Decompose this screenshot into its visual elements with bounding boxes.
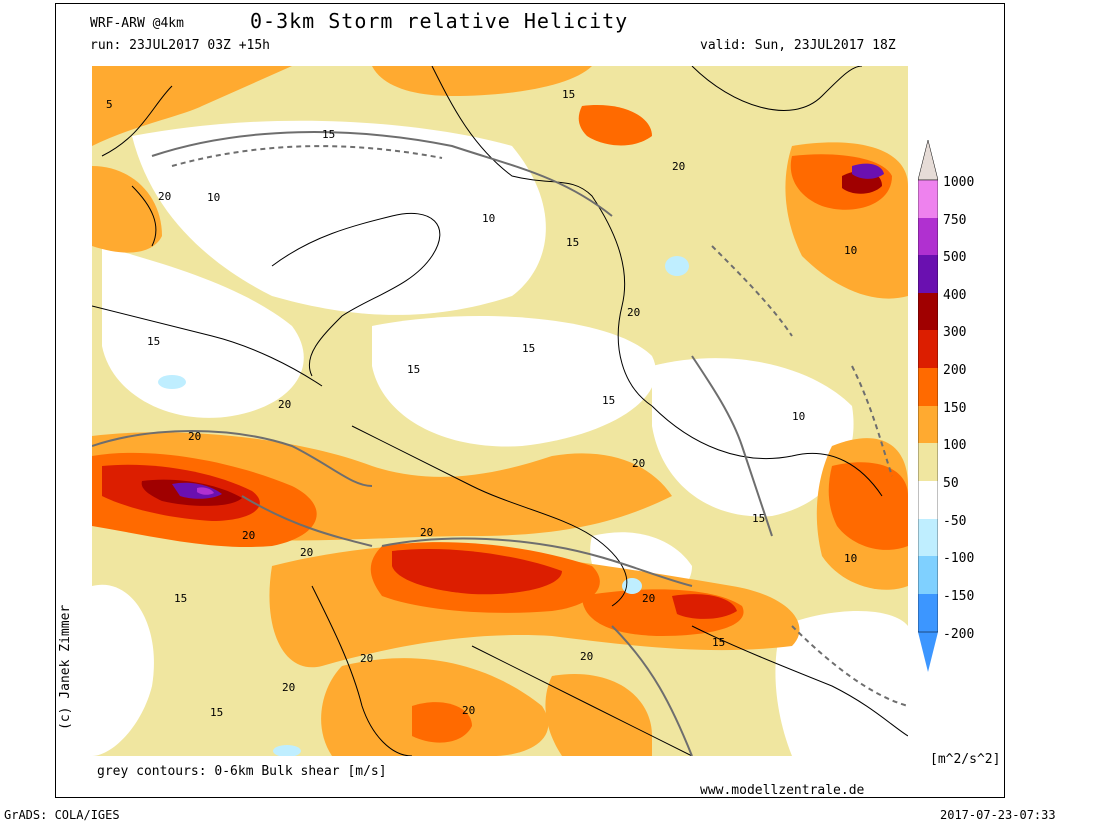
contour-label: 15 bbox=[566, 236, 579, 249]
contour-label: 5 bbox=[106, 98, 113, 111]
model-label: WRF-ARW @4km bbox=[90, 16, 184, 31]
figure-frame bbox=[55, 3, 1005, 798]
colorbar-label: 150 bbox=[943, 401, 967, 416]
colorbar-label: -150 bbox=[943, 589, 975, 604]
contour-label: 15 bbox=[174, 592, 187, 605]
run-info: run: 23JUL2017 03Z +15h bbox=[90, 38, 271, 53]
contour-label: 20 bbox=[282, 681, 295, 694]
colorbar-label: 100 bbox=[943, 438, 967, 453]
contour-labels: 5 15 10 20 15 20 10 15 20 15 15 15 20 20… bbox=[106, 88, 857, 719]
website-url[interactable]: www.modellzentrale.de bbox=[700, 783, 865, 798]
contour-label: 10 bbox=[844, 244, 857, 257]
contour-label: 20 bbox=[242, 529, 255, 542]
colorbar-units: [m^2/s^2] bbox=[930, 752, 1001, 767]
helicity-field bbox=[92, 66, 908, 756]
valid-time: valid: Sun, 23JUL2017 18Z bbox=[700, 38, 896, 53]
contour-label: 10 bbox=[207, 191, 220, 204]
colorbar-label: -100 bbox=[943, 551, 975, 566]
colorbar-swatches bbox=[917, 139, 939, 672]
contour-label: 10 bbox=[844, 552, 857, 565]
contour-label: 20 bbox=[420, 526, 433, 539]
contour-label: 15 bbox=[147, 335, 160, 348]
colorbar bbox=[917, 139, 939, 679]
grads-credit: GrADS: COLA/IGES bbox=[4, 808, 120, 822]
contour-label: 15 bbox=[752, 512, 765, 525]
contour-label: 20 bbox=[300, 546, 313, 559]
helicity-map: 5 15 10 20 15 20 10 15 20 15 15 15 20 20… bbox=[92, 66, 908, 756]
colorbar-label: 50 bbox=[943, 476, 959, 491]
colorbar-label: 400 bbox=[943, 288, 967, 303]
contour-label: 15 bbox=[562, 88, 575, 101]
colorbar-label: 200 bbox=[943, 363, 967, 378]
contour-label: 15 bbox=[322, 128, 335, 141]
colorbar-label: -200 bbox=[943, 627, 975, 642]
contour-label: 20 bbox=[642, 592, 655, 605]
contour-label: 20 bbox=[627, 306, 640, 319]
bulk-shear-contours bbox=[92, 131, 908, 756]
contour-label: 15 bbox=[407, 363, 420, 376]
contour-label: 10 bbox=[792, 410, 805, 423]
chart-title: 0-3km Storm relative Helicity bbox=[250, 9, 629, 33]
contour-label: 15 bbox=[522, 342, 535, 355]
colorbar-label: -50 bbox=[943, 514, 967, 529]
contour-label: 20 bbox=[188, 430, 201, 443]
colorbar-label: 300 bbox=[943, 325, 967, 340]
contour-label: 20 bbox=[462, 704, 475, 717]
contour-label: 20 bbox=[632, 457, 645, 470]
copyright-note: (c) Janek Zimmer bbox=[58, 604, 73, 730]
contour-label: 20 bbox=[278, 398, 291, 411]
contour-label: 20 bbox=[580, 650, 593, 663]
colorbar-label: 1000 bbox=[943, 175, 975, 190]
contour-caption: grey contours: 0-6km Bulk shear [m/s] bbox=[97, 764, 387, 779]
contour-label: 20 bbox=[158, 190, 171, 203]
colorbar-label: 500 bbox=[943, 250, 967, 265]
colorbar-label: 750 bbox=[943, 213, 967, 228]
generated-timestamp: 2017-07-23-07:33 bbox=[940, 808, 1056, 822]
contour-label: 15 bbox=[602, 394, 615, 407]
contour-label: 15 bbox=[712, 636, 725, 649]
contour-label: 20 bbox=[672, 160, 685, 173]
contour-label: 15 bbox=[210, 706, 223, 719]
contour-label: 20 bbox=[360, 652, 373, 665]
coastlines bbox=[92, 66, 908, 756]
contour-label: 10 bbox=[482, 212, 495, 225]
